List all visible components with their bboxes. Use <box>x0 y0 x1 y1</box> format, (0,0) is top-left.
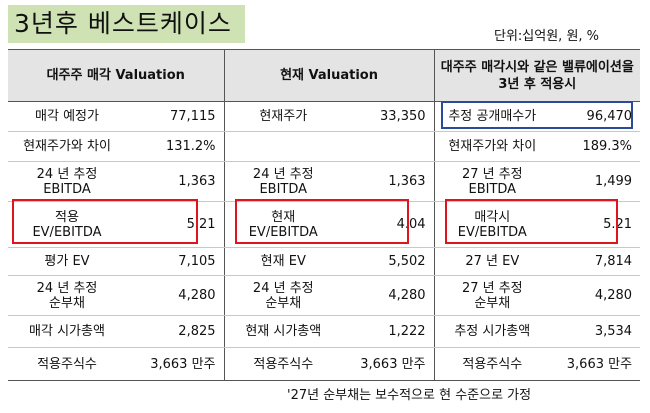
row-value-cell: 4,280 <box>342 275 435 316</box>
row-value-cell: 1,363 <box>126 161 225 202</box>
row-label-cell: 적용주식수 <box>224 347 343 381</box>
row-label-cell: 매각시 EV/EBITDA <box>434 201 551 248</box>
row-label-cell: 27 년 EV <box>434 247 551 276</box>
row-label-cell: 매각 예정가 <box>8 101 126 132</box>
column-header-current-valuation: 현재 Valuation <box>224 49 435 102</box>
row-value-cell: 96,470 <box>550 101 641 132</box>
row-label-cell: 현재주가 <box>224 101 343 132</box>
row-label-cell: 추정 시가총액 <box>434 315 551 348</box>
page-title: 3년후 베스트케이스 <box>8 5 245 43</box>
valuation-table: 대주주 매각 Valuation 현재 Valuation 대주주 매각시와 같… <box>8 49 641 381</box>
table-row: 평가 EV 7,105 현재 EV 5,502 27 년 EV 7,814 <box>8 247 641 276</box>
row-label-cell: 현재주가와 차이 <box>8 131 126 162</box>
row-value-cell: 5.21 <box>550 201 641 248</box>
row-value-cell: 7,814 <box>550 247 641 276</box>
row-value-cell: 7,105 <box>126 247 225 276</box>
row-label-cell: 추정 공개매수가 <box>434 101 551 132</box>
row-label-cell: 27 년 추정 순부채 <box>434 275 551 316</box>
row-value-cell: 3,663 만주 <box>126 347 225 381</box>
table-row: 매각 예정가 77,115 현재주가 33,350 추정 공개매수가 96,470 <box>8 101 641 132</box>
row-value-cell: 131.2% <box>126 131 225 162</box>
table-row: 24 년 추정 EBITDA 1,363 24 년 추정 EBITDA 1,363 27… <box>8 161 641 202</box>
column-header-sale-valuation: 대주주 매각 Valuation <box>8 49 225 102</box>
row-label-cell: 매각 시가총액 <box>8 315 126 348</box>
row-value-cell: 4,280 <box>550 275 641 316</box>
row-label-cell: 24 년 추정 EBITDA <box>224 161 343 202</box>
table-header-row: 대주주 매각 Valuation 현재 Valuation 대주주 매각시와 같… <box>8 49 641 102</box>
row-label-cell: 적용 EV/EBITDA <box>8 201 126 248</box>
row-value-cell: 2,825 <box>126 315 225 348</box>
row-label-cell: 적용주식수 <box>8 347 126 381</box>
row-label-cell: 24 년 추정 EBITDA <box>8 161 126 202</box>
row-label-cell <box>224 131 343 162</box>
table-row: 적용 EV/EBITDA 5.21 현재 EV/EBITDA 4.04 매각시 EV/E… <box>8 201 641 248</box>
row-label-cell: 현재 EV/EBITDA <box>224 201 343 248</box>
row-value-cell: 3,534 <box>550 315 641 348</box>
table-row: 24 년 추정 순부채 4,280 24 년 추정 순부채 4,280 27 년 추정 … <box>8 275 641 316</box>
row-label-cell: 현재 시가총액 <box>224 315 343 348</box>
row-value-cell: 1,499 <box>550 161 641 202</box>
table-row: 매각 시가총액 2,825 현재 시가총액 1,222 추정 시가총액 3,534 <box>8 315 641 348</box>
row-value-cell: 4,280 <box>126 275 225 316</box>
table-row: 적용주식수 3,663 만주 적용주식수 3,663 만주 적용주식수 3,663 만주 <box>8 347 641 381</box>
row-value-cell: 5.21 <box>126 201 225 248</box>
row-label-cell: 현재주가와 차이 <box>434 131 551 162</box>
row-label-cell: 현재 EV <box>224 247 343 276</box>
row-value-cell: 3,663 만주 <box>550 347 641 381</box>
row-value-cell: 3,663 만주 <box>342 347 435 381</box>
footnote: '27년 순부채는 보수적으로 현 수준으로 가정 <box>287 388 532 403</box>
row-value-cell: 5,502 <box>342 247 435 276</box>
row-label-cell: 적용주식수 <box>434 347 551 381</box>
table-row: 현재주가와 차이 131.2% 현재주가와 차이 189.3% <box>8 131 641 162</box>
row-value-cell: 1,363 <box>342 161 435 202</box>
row-value-cell: 77,115 <box>126 101 225 132</box>
unit-label: 단위:십억원, 원, % <box>494 29 600 44</box>
row-value-cell <box>342 131 435 162</box>
row-label-cell: 27 년 추정 EBITDA <box>434 161 551 202</box>
row-label-cell: 평가 EV <box>8 247 126 276</box>
row-value-cell: 189.3% <box>550 131 641 162</box>
column-header-three-year-valuation: 대주주 매각시와 같은 밸류에이션을 3년 후 적용시 <box>434 49 641 102</box>
row-value-cell: 4.04 <box>342 201 435 248</box>
row-value-cell: 33,350 <box>342 101 435 132</box>
row-label-cell: 24 년 추정 순부채 <box>224 275 343 316</box>
row-label-cell: 24 년 추정 순부채 <box>8 275 126 316</box>
row-value-cell: 1,222 <box>342 315 435 348</box>
